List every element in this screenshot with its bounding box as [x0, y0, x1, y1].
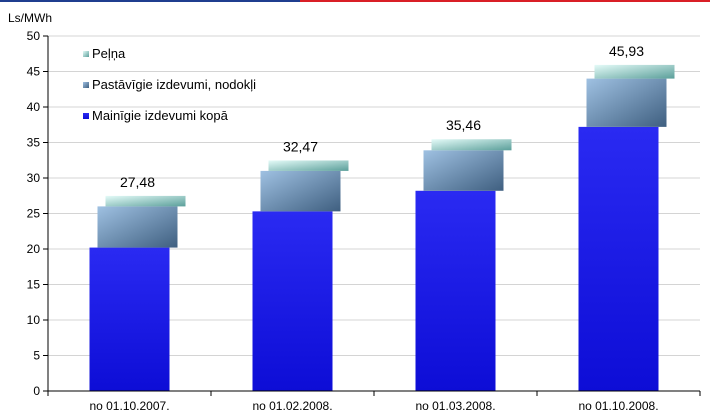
bars-group [89, 64, 675, 391]
total-value-label: 27,48 [120, 174, 155, 190]
bar-segment-variable [252, 211, 333, 391]
total-value-label: 45,93 [609, 43, 644, 59]
y-tick-label: 20 [27, 242, 41, 256]
y-tick-label: 50 [27, 29, 41, 43]
total-labels: 27,48 32,47 35,46 45,93 [120, 43, 644, 190]
y-axis-unit: Ls/MWh [8, 11, 52, 25]
legend: Peļņa Pastāvīgie izdevumi, nodokļi Mainīgi… [83, 46, 256, 123]
bar-segment-fixed [586, 78, 667, 127]
y-tick-label: 30 [27, 171, 41, 185]
bar-segment-fixed [260, 170, 341, 212]
legend-swatch [83, 51, 89, 57]
legend-label: Peļņa [92, 46, 126, 61]
y-tick-labels: 0 5 10 15 20 25 30 35 40 45 50 [27, 29, 41, 398]
legend-label: Mainīgie izdevumi kopā [92, 108, 229, 123]
bar-segment-profit [431, 139, 512, 151]
bar-segment-variable [578, 126, 659, 391]
y-tick-label: 10 [27, 313, 41, 327]
legend-label: Pastāvīgie izdevumi, nodokļi [92, 77, 256, 92]
total-value-label: 35,46 [446, 117, 481, 133]
category-labels: no 01.10.2007. no 01.02.2008. no 01.03.200… [89, 399, 658, 413]
legend-swatch [83, 113, 89, 119]
category-label: no 01.02.2008. [252, 399, 332, 413]
total-value-label: 32,47 [283, 138, 318, 154]
bar-segment-variable [89, 247, 170, 391]
bar-segment-profit [105, 195, 186, 207]
y-tick-label: 45 [27, 65, 41, 79]
y-tick-label: 40 [27, 100, 41, 114]
bar-segment-fixed [423, 150, 504, 191]
y-tick-label: 35 [27, 136, 41, 150]
y-tick-label: 5 [33, 349, 40, 363]
category-label: no 01.03.2008. [415, 399, 495, 413]
y-tick-label: 0 [33, 384, 40, 398]
bar-segment-fixed [97, 206, 178, 248]
category-label: no 01.10.2008. [578, 399, 658, 413]
y-tick-label: 25 [27, 207, 41, 221]
axes-group [43, 35, 701, 396]
legend-swatch [83, 82, 89, 88]
category-label: no 01.10.2007. [89, 399, 169, 413]
bar-segment-variable [415, 190, 496, 391]
bar-segment-profit [268, 160, 349, 171]
y-tick-label: 15 [27, 278, 41, 292]
bar-segment-profit [594, 64, 675, 79]
